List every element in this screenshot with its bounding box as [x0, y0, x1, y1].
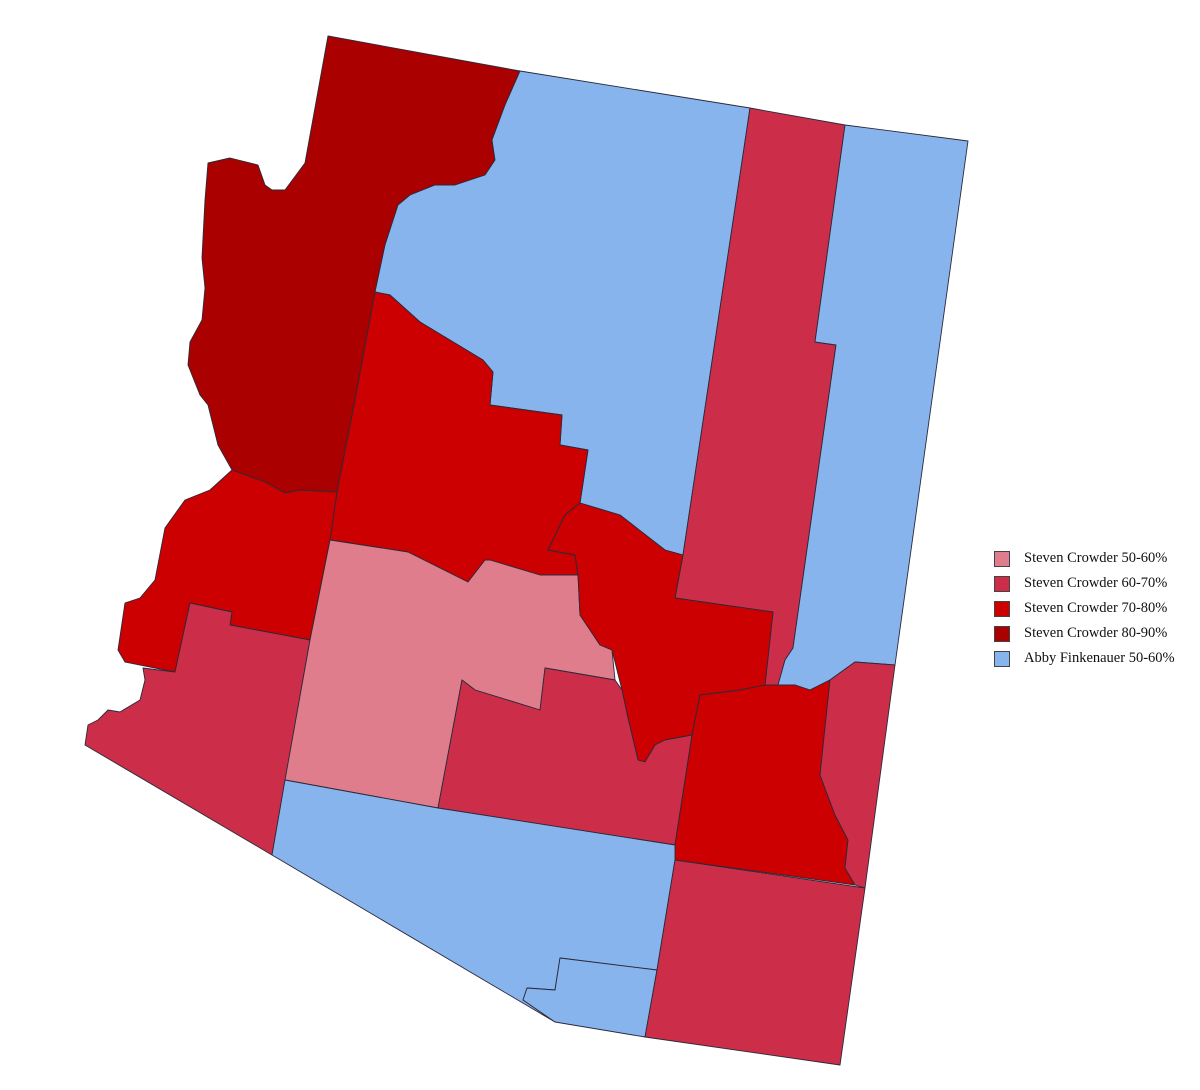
legend-swatch: [994, 575, 1010, 592]
legend-label: Steven Crowder 70-80%: [1024, 600, 1168, 616]
legend-swatch: [994, 625, 1010, 642]
legend-label: Steven Crowder 50-60%: [1024, 550, 1168, 566]
county-cochise[interactable]: [644, 859, 866, 1066]
legend-label: Steven Crowder 60-70%: [1024, 575, 1168, 591]
legend-item: Steven Crowder 60-70%: [994, 571, 1175, 596]
legend-item: Steven Crowder 50-60%: [994, 546, 1175, 571]
legend-item: Steven Crowder 70-80%: [994, 596, 1175, 621]
legend-swatch: [994, 650, 1010, 667]
county-yuma[interactable]: [84, 602, 311, 856]
legend-label: Abby Finkenauer 50-60%: [1024, 650, 1175, 666]
county-greenlee[interactable]: [819, 661, 896, 889]
legend-label: Steven Crowder 80-90%: [1024, 625, 1168, 641]
legend: Steven Crowder 50-60% Steven Crowder 60-…: [994, 546, 1175, 671]
legend-item: Steven Crowder 80-90%: [994, 621, 1175, 646]
legend-swatch: [994, 600, 1010, 617]
legend-swatch: [994, 550, 1010, 567]
legend-item: Abby Finkenauer 50-60%: [994, 646, 1175, 671]
